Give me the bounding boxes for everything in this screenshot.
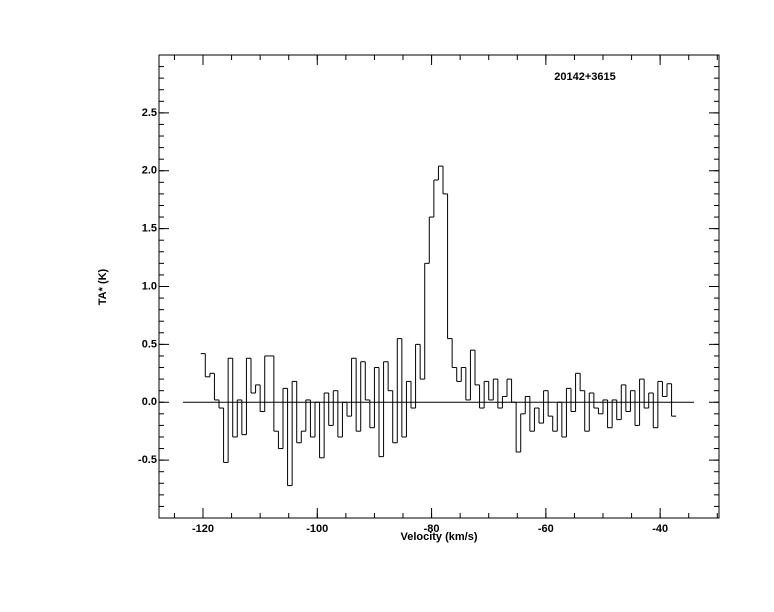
x-tick-label: -100 [306,523,328,535]
y-tick-label: 0.0 [142,396,157,408]
y-tick-label: 1.5 [142,223,157,235]
y-tick-label: 2.0 [142,165,157,177]
y-tick-label: 0.5 [142,338,157,350]
x-axis-label: Velocity (km/s) [400,531,477,543]
x-tick-label: -80 [424,523,440,535]
chart-title: 20142+3615 [554,71,615,83]
y-tick-label: -0.5 [138,454,157,466]
x-tick-label: -40 [652,523,668,535]
x-tick-label: -60 [538,523,554,535]
plot-frame [158,54,720,519]
y-axis-label: TA* (K) [97,268,109,305]
y-tick-label: 2.5 [142,107,157,119]
y-tick-label: 1.0 [142,280,157,292]
x-tick-label: -120 [192,523,214,535]
